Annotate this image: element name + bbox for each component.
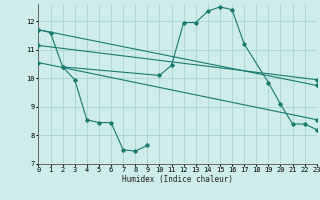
X-axis label: Humidex (Indice chaleur): Humidex (Indice chaleur) [122, 175, 233, 184]
